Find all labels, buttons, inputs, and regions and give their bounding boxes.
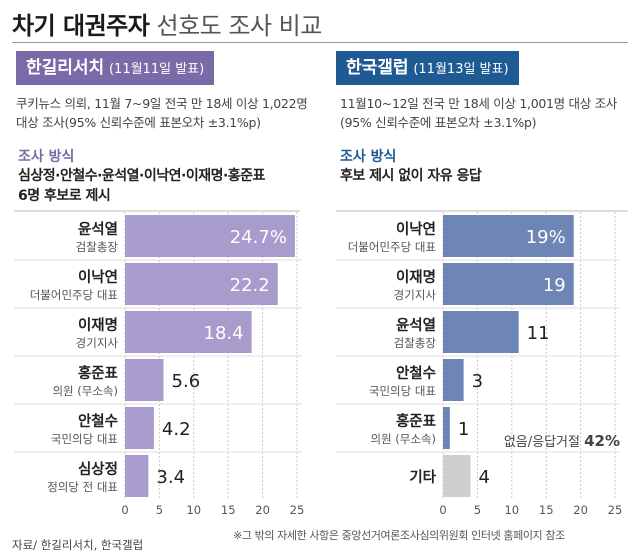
- left-category-subtitle: 국민의당 대표: [51, 432, 118, 446]
- right-x-tick-label: 25: [608, 503, 623, 517]
- chart-title: 차기 대권주자 선호도 조사 비교: [12, 6, 322, 41]
- right-bar: [443, 311, 519, 353]
- left-bar: [125, 455, 149, 497]
- right-value-label: 19%: [526, 227, 566, 248]
- left-bar: [125, 359, 164, 401]
- right-value-label: 19: [543, 275, 566, 296]
- left-category-subtitle: 의원 (무소속): [52, 384, 118, 398]
- right-poll-badge: 한국갤럽 (11월13일 발표): [336, 51, 519, 85]
- left-value-label: 3.4: [156, 467, 185, 488]
- left-method-text: 심상정·안철수·윤석열·이낙연·이재명·홍준표 6명 후보로 제시: [18, 166, 265, 206]
- title-divider: [12, 42, 628, 43]
- right-value-label: 11: [527, 323, 550, 344]
- right-method-text: 후보 제시 없이 자유 응답: [340, 166, 482, 186]
- left-x-tick-label: 25: [290, 503, 305, 517]
- left-category-label: 윤석열: [78, 220, 118, 238]
- left-desc-line: 쿠키뉴스 의뢰, 11월 7~9일 전국 만 18세 이상 1,022명: [16, 96, 308, 111]
- left-bar: [125, 407, 154, 449]
- left-bar: [125, 311, 252, 353]
- right-bar: [443, 215, 574, 257]
- left-bar: [125, 263, 278, 305]
- right-category-label: 이재명: [396, 268, 436, 286]
- left-method-line: 심상정·안철수·윤석열·이낙연·이재명·홍준표: [18, 168, 265, 184]
- left-x-tick-label: 20: [255, 503, 270, 517]
- right-x-tick-label: 0: [439, 503, 446, 517]
- right-poll-name: 한국갤럽: [346, 58, 409, 78]
- right-value-label: 4: [479, 467, 490, 488]
- title-bold: 차기 대권주자: [12, 12, 150, 40]
- left-desc-line: 대상 조사(95% 신뢰수준에 표본오차 ±3.1%p): [16, 115, 261, 130]
- left-value-label: 4.2: [162, 419, 191, 440]
- right-category-label: 안철수: [396, 364, 436, 382]
- right-value-label: 3: [472, 371, 483, 392]
- left-value-label: 24.7%: [230, 227, 287, 248]
- left-poll-badge: 한길리서치 (11월11일 발표): [16, 51, 215, 85]
- right-x-tick-label: 5: [474, 503, 481, 517]
- left-method-line: 6명 후보로 제시: [18, 188, 111, 204]
- left-category-label: 홍준표: [78, 364, 118, 382]
- right-x-tick-label: 10: [504, 503, 519, 517]
- left-category-subtitle: 검찰총장: [76, 240, 119, 254]
- right-desc-line: (95% 신뢰수준에 표본오차 ±3.1%p): [340, 115, 537, 130]
- left-value-label: 18.4: [204, 323, 244, 344]
- right-category-subtitle: 경기지사: [394, 288, 437, 302]
- left-category-subtitle: 정의당 전 대표: [47, 480, 118, 494]
- right-bar: [443, 263, 574, 305]
- left-x-tick-label: 0: [121, 503, 128, 517]
- right-x-tick-label: 15: [539, 503, 554, 517]
- left-value-label: 22.2: [230, 275, 270, 296]
- right-method-line: 후보 제시 없이 자유 응답: [340, 168, 482, 184]
- left-poll-date: (11월11일 발표): [108, 62, 205, 77]
- right-category-label: 홍준표: [396, 412, 436, 430]
- no-answer-value: 42%: [584, 432, 620, 450]
- right-category-subtitle: 국민의당 대표: [369, 384, 436, 398]
- right-bar: [443, 455, 471, 497]
- right-category-label: 윤석열: [396, 316, 436, 334]
- left-category-subtitle: 경기지사: [76, 336, 119, 350]
- right-category-label: 이낙연: [396, 221, 436, 238]
- right-poll-description: 11월10~12일 전국 만 18세 이상 1,001명 대상 조사 (95% …: [340, 94, 617, 132]
- right-category-subtitle: 더불어민주당 대표: [348, 240, 436, 254]
- right-desc-line: 11월10~12일 전국 만 18세 이상 1,001명 대상 조사: [340, 96, 617, 111]
- left-x-tick-label: 10: [186, 503, 201, 517]
- left-bar: [125, 215, 295, 257]
- left-poll-name: 한길리서치: [26, 58, 105, 78]
- no-answer-label: 없음/응답거절: [504, 435, 584, 450]
- title-light: 선호도 조사 비교: [156, 12, 322, 40]
- source-note: 자료/ 한길리서치, 한국갤럽: [12, 538, 144, 552]
- left-x-tick-label: 5: [156, 503, 163, 517]
- left-poll-description: 쿠키뉴스 의뢰, 11월 7~9일 전국 만 18세 이상 1,022명 대상 …: [16, 94, 308, 132]
- right-category-subtitle: 검찰총장: [394, 336, 437, 350]
- left-category-label: 안철수: [78, 412, 118, 430]
- left-category-label: 이재명: [78, 316, 118, 334]
- right-category-subtitle: 의원 (무소속): [370, 432, 436, 446]
- right-bar: [443, 407, 450, 449]
- left-x-tick-label: 15: [221, 503, 236, 517]
- left-category-label: 이낙연: [78, 269, 118, 286]
- right-category-label: 기타: [409, 469, 436, 486]
- left-value-label: 5.6: [172, 371, 201, 392]
- left-category-label: 심상정: [78, 460, 118, 478]
- right-poll-date: (11월13일 발표): [413, 62, 509, 77]
- right-bar: [443, 359, 464, 401]
- right-value-label: 1: [458, 419, 469, 440]
- left-method-label: 조사 방식: [18, 149, 75, 165]
- no-answer-note: 없음/응답거절 42%: [504, 432, 620, 450]
- left-category-subtitle: 더불어민주당 대표: [30, 288, 118, 302]
- footnote: ※그 밖의 자세한 사항은 중앙선거여론조사심의위원회 인터넷 홈페이지 참조: [233, 529, 565, 542]
- right-x-tick-label: 20: [573, 503, 588, 517]
- right-method-label: 조사 방식: [340, 149, 397, 165]
